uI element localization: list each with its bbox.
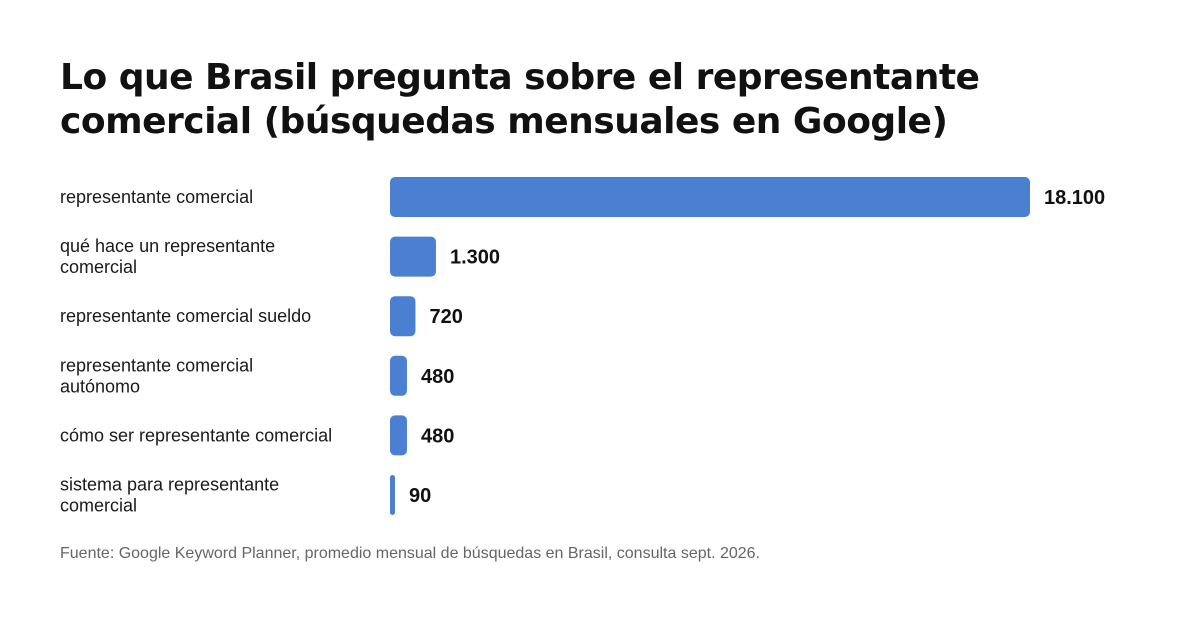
chart-title: Lo que Brasil pregunta sobre el represen…: [60, 57, 980, 142]
category-label: representante comercial autónomo: [60, 355, 253, 396]
category-label: representante comercial sueldo: [60, 306, 311, 326]
value-label: 18.100: [1044, 187, 1105, 209]
value-label: 480: [421, 425, 454, 447]
bar: [390, 355, 407, 396]
bar: [390, 177, 1030, 217]
bar: [390, 475, 395, 515]
category-label: sistema para representante comercial: [60, 475, 279, 516]
bar: [390, 415, 407, 456]
bar: [390, 296, 416, 337]
value-label: 90: [409, 485, 431, 507]
category-label: cómo ser representante comercial: [60, 425, 332, 445]
value-label: 480: [421, 366, 454, 388]
value-label: 1.300: [450, 247, 500, 269]
source-note: Fuente: Google Keyword Planner, promedio…: [60, 545, 760, 562]
category-label: representante comercial: [60, 187, 253, 207]
bar: [390, 236, 436, 277]
value-label: 720: [429, 306, 462, 328]
category-label: qué hace un representante comercial: [60, 236, 275, 277]
